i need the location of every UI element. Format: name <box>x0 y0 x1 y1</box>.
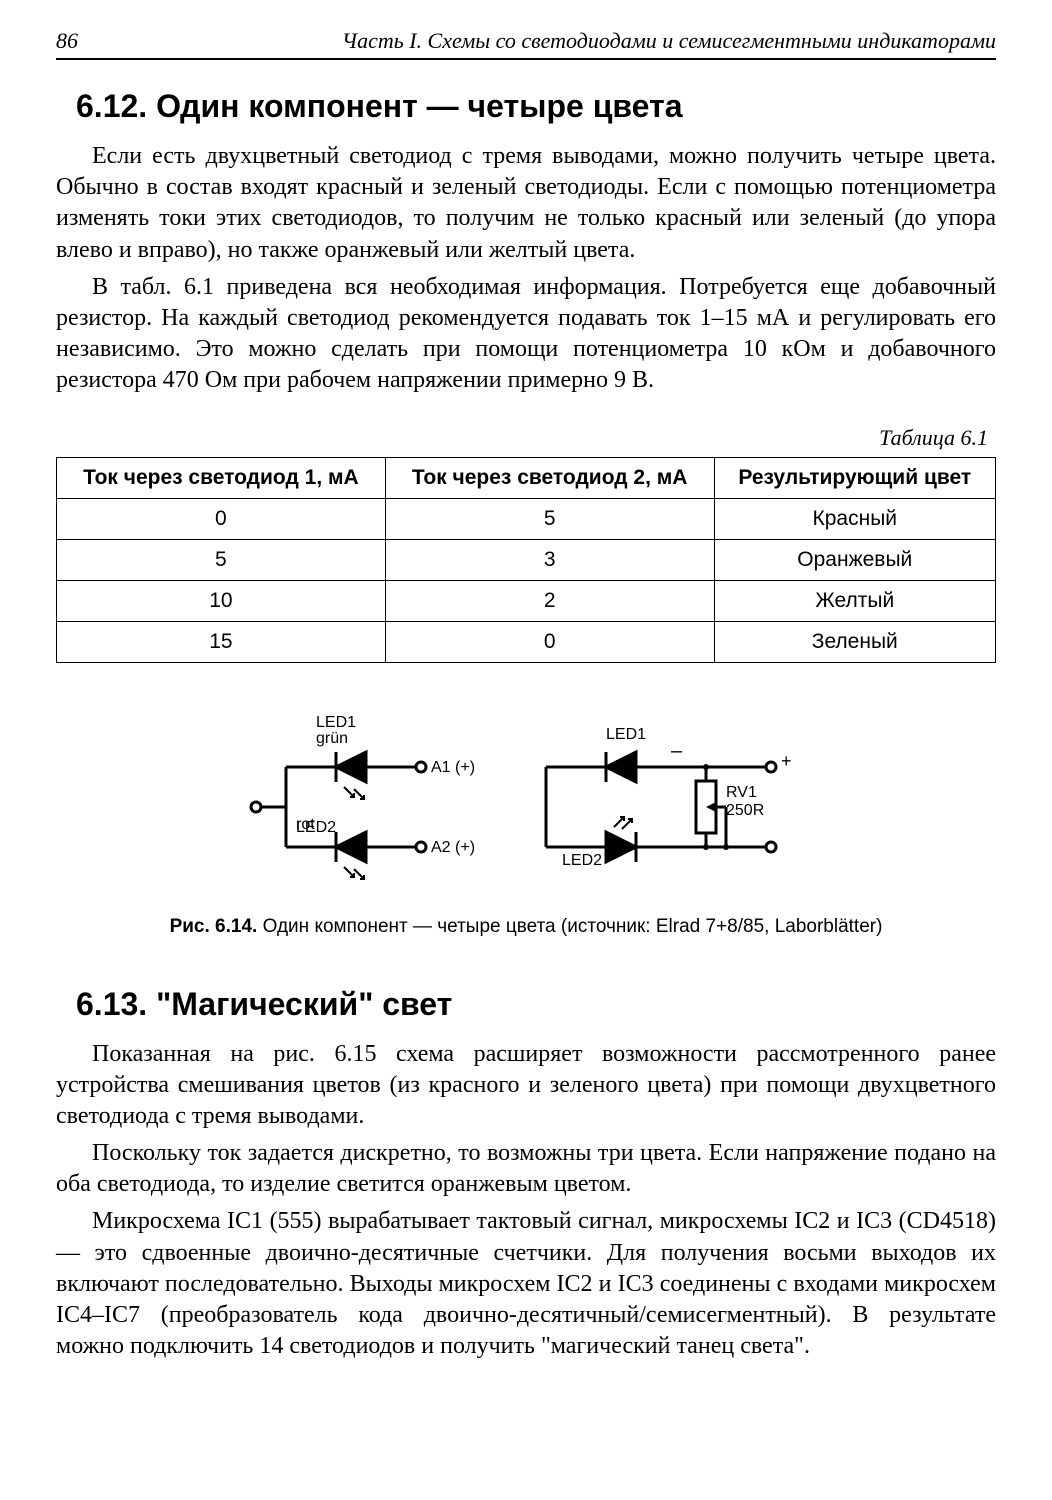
table-cell: 0 <box>57 498 386 539</box>
table-cell: 5 <box>385 498 714 539</box>
page-number: 86 <box>56 28 78 54</box>
table-cell: Красный <box>714 498 995 539</box>
table-cell: Желтый <box>714 580 995 621</box>
table-row: 5 3 Оранжевый <box>57 539 996 580</box>
label-rv1: RV1 <box>726 784 757 801</box>
label-grun: grün <box>316 730 348 747</box>
label-a2: A2 (+) <box>431 839 475 856</box>
table-cell: Оранжевый <box>714 539 995 580</box>
figure-caption-bold: Рис. 6.14. <box>170 916 258 937</box>
table-row: 10 2 Желтый <box>57 580 996 621</box>
table-cell: 0 <box>385 621 714 662</box>
heading-6-12: 6.12. Один компонент — четыре цвета <box>76 88 996 125</box>
label-a1: A1 (+) <box>431 759 475 776</box>
table-col-1: Ток через светодиод 1, мА <box>57 457 386 498</box>
table-col-3: Результирующий цвет <box>714 457 995 498</box>
table-cell: 2 <box>385 580 714 621</box>
para-6-13-2: Поскольку ток задается дискретно, то воз… <box>56 1138 996 1200</box>
table-6-1: Ток через светодиод 1, мА Ток через свет… <box>56 457 996 663</box>
label-led1-right: LED1 <box>606 726 646 743</box>
label-plus: + <box>781 751 792 771</box>
part-title: Часть I. Схемы со светодиодами и семисег… <box>342 28 996 54</box>
table-cell: 10 <box>57 580 386 621</box>
para-6-12-1: Если есть двухцветный светодиод с тремя … <box>56 141 996 266</box>
para-6-13-3: Микросхема IC1 (555) вырабатывает тактов… <box>56 1206 996 1362</box>
table-col-2: Ток через светодиод 2, мА <box>385 457 714 498</box>
table-caption-6-1: Таблица 6.1 <box>56 425 988 451</box>
label-250r: 250R <box>726 802 764 819</box>
table-cell: 5 <box>57 539 386 580</box>
schematic-svg: LED1 grün LED2 rot A1 (+) A2 (+) LED1 LE… <box>226 697 826 897</box>
label-led1: LED1 <box>316 714 356 731</box>
table-cell: 3 <box>385 539 714 580</box>
para-6-13-1: Показанная на рис. 6.15 схема расширяет … <box>56 1039 996 1133</box>
table-header-row: Ток через светодиод 1, мА Ток через свет… <box>57 457 996 498</box>
para-6-12-2: В табл. 6.1 приведена вся необходимая ин… <box>56 272 996 397</box>
figure-6-14: LED1 grün LED2 rot A1 (+) A2 (+) LED1 LE… <box>56 697 996 938</box>
label-led2-right: LED2 <box>562 852 602 869</box>
figure-caption-6-14: Рис. 6.14. Один компонент — четыре цвета… <box>56 916 996 938</box>
table-cell: Зеленый <box>714 621 995 662</box>
table-row: 15 0 Зеленый <box>57 621 996 662</box>
table-row: 0 5 Красный <box>57 498 996 539</box>
table-cell: 15 <box>57 621 386 662</box>
label-minus: – <box>671 740 683 762</box>
heading-6-13: 6.13. "Магический" свет <box>76 986 996 1023</box>
running-head: 86 Часть I. Схемы со светодиодами и семи… <box>56 28 996 60</box>
figure-caption-rest: Один компонент — четыре цвета (источник:… <box>257 916 882 937</box>
label-rot: rot <box>296 816 315 833</box>
page: 86 Часть I. Схемы со светодиодами и семи… <box>0 0 1052 1500</box>
